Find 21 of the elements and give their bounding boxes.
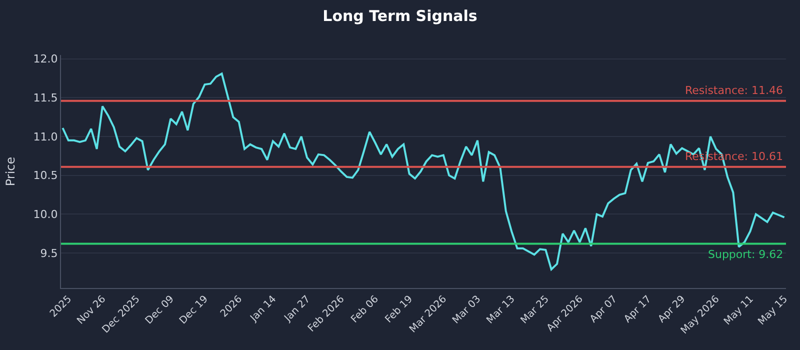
x-tick-label: Mar 03: [450, 294, 484, 326]
x-tick-label: Mar 13: [484, 294, 518, 326]
y-tick-label: 9.5: [40, 246, 58, 260]
x-tick-label: Apr 07: [588, 294, 620, 326]
y-tick-label: 11.5: [33, 92, 58, 105]
x-tick-label: Dec 09: [144, 294, 176, 327]
y-axis-title: Price: [4, 156, 18, 186]
chart-title: Long Term Signals: [322, 7, 478, 25]
y-tick-label: 10.5: [33, 169, 58, 182]
x-tick-label: Dec 19: [178, 294, 210, 327]
line-series: [62, 72, 786, 270]
x-tick-label: Feb 06: [349, 294, 381, 326]
x-tick-label: Jan 14: [248, 294, 279, 325]
x-tick-label: Apr 29: [656, 294, 688, 326]
y-tick-label: 10.0: [33, 208, 58, 222]
x-tick-label: Apr 17: [622, 294, 654, 326]
y-tick-label: 12.0: [33, 52, 58, 66]
x-tick-label: Jan 27: [282, 294, 313, 325]
y-tick-label: 11.0: [33, 130, 58, 144]
ref-line-label: Support: 9.62: [708, 248, 784, 261]
ref-line-label: Resistance: 11.46: [685, 84, 783, 97]
